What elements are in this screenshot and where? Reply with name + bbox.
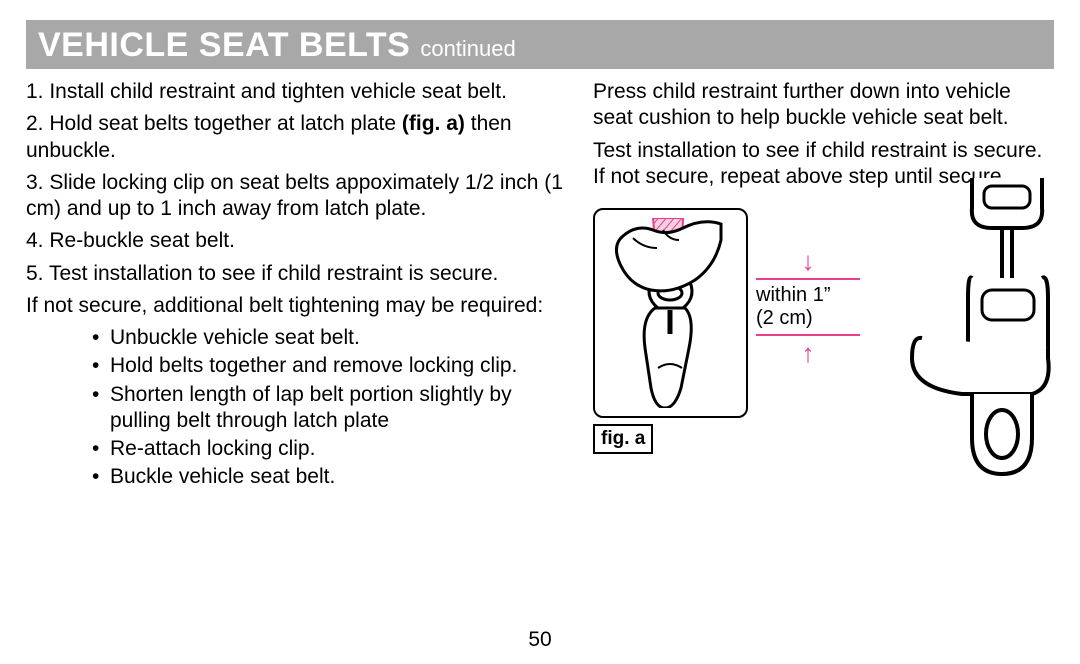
section-header: VEHICLE SEAT BELTS continued — [26, 20, 1054, 69]
arrow-down-icon: ↓ — [802, 248, 815, 274]
step-2: 2. Hold seat belts together at latch pla… — [26, 111, 571, 164]
step-5: 5. Test installation to see if child res… — [26, 261, 571, 287]
section-suffix: continued — [420, 36, 515, 62]
right-p1: Press child restraint further down into … — [593, 79, 1048, 132]
rule-bottom — [756, 334, 860, 336]
right-column: Press child restraint further down into … — [593, 79, 1048, 493]
step-3: 3. Slide locking clip on seat belts appo… — [26, 170, 571, 223]
arrow-up-icon: ↑ — [802, 340, 815, 366]
list-item: Shorten length of lap belt portion sligh… — [92, 382, 571, 435]
figure-a-wrapper: fig. a — [593, 208, 748, 454]
list-item: Re-attach locking clip. — [92, 436, 571, 462]
locking-clip-icon — [852, 178, 1052, 498]
list-item: Buckle vehicle seat belt. — [92, 464, 571, 490]
figure-a-box — [593, 208, 748, 418]
step-2-figref: (fig. a) — [402, 112, 465, 135]
step-1: 1. Install child restraint and tighten v… — [26, 79, 571, 105]
left-column: 1. Install child restraint and tighten v… — [26, 79, 571, 493]
list-item: Hold belts together and remove locking c… — [92, 353, 571, 379]
page-number: 50 — [528, 628, 551, 652]
step-6: If not secure, additional belt tightenin… — [26, 293, 571, 319]
columns: 1. Install child restraint and tighten v… — [26, 79, 1054, 493]
step-2-a: 2. Hold seat belts together at latch pla… — [26, 112, 402, 135]
measure-l2: (2 cm) — [756, 307, 860, 330]
figure-area: fig. a ↓ within 1” (2 cm) ↑ — [593, 208, 1048, 478]
list-item: Unbuckle vehicle seat belt. — [92, 325, 571, 351]
figure-a-label: fig. a — [593, 424, 653, 454]
locking-clip-illustration — [868, 208, 1048, 478]
hand-buckle-icon — [603, 218, 738, 408]
tightening-steps: Unbuckle vehicle seat belt. Hold belts t… — [92, 325, 571, 491]
measure-l1: within 1” — [756, 284, 860, 307]
step-4: 4. Re-buckle seat belt. — [26, 228, 571, 254]
rule-top — [756, 278, 860, 280]
section-title: VEHICLE SEAT BELTS — [38, 26, 410, 65]
measurement-callout: ↓ within 1” (2 cm) ↑ — [748, 208, 868, 366]
manual-page: VEHICLE SEAT BELTS continued 1. Install … — [0, 0, 1080, 664]
